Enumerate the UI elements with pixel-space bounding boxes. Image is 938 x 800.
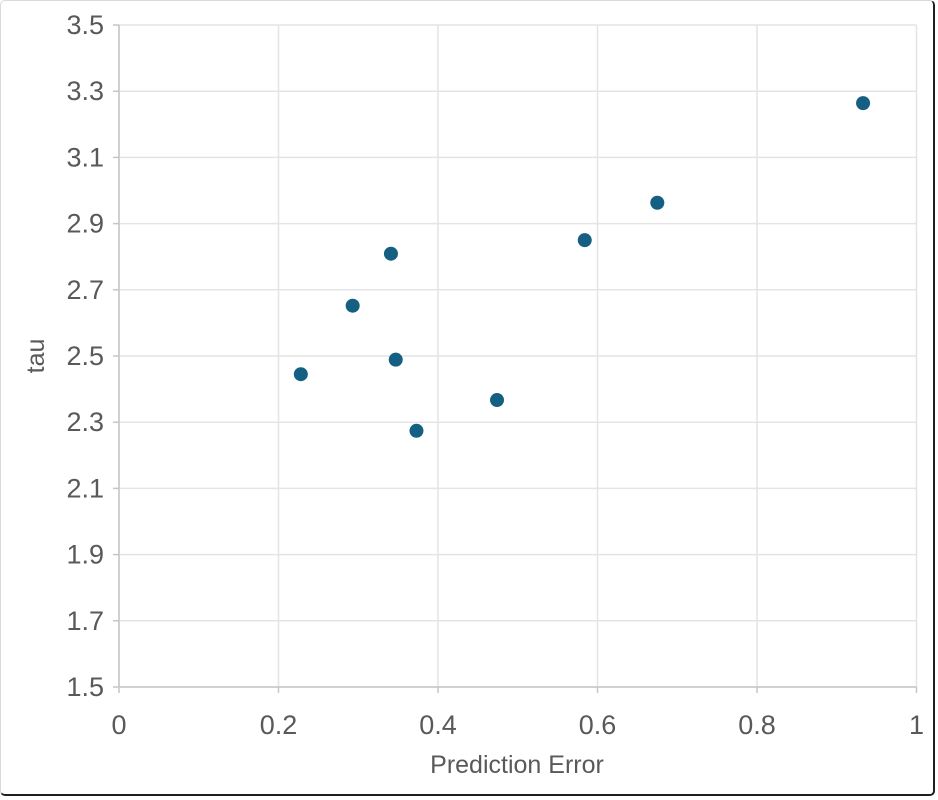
data-point <box>490 393 505 408</box>
y-tick-label: 3.3 <box>66 76 104 106</box>
y-axis-title: tau <box>22 339 50 374</box>
y-tick-label: 3.1 <box>66 142 104 172</box>
y-tick-label: 1.7 <box>66 606 104 636</box>
data-point <box>856 96 871 111</box>
data-points <box>293 96 871 438</box>
x-tick-label: 0.6 <box>579 710 617 740</box>
gridlines <box>118 24 918 688</box>
data-point <box>650 195 665 210</box>
x-tick-label: 0 <box>111 710 126 740</box>
data-point <box>409 423 424 438</box>
data-point <box>345 298 360 313</box>
data-point <box>383 246 398 261</box>
x-tick-label: 0.4 <box>419 710 457 740</box>
y-tick-label: 2.3 <box>66 407 104 437</box>
y-tick-label: 2.1 <box>66 473 104 503</box>
tick-labels: 0 0.2 0.4 0.6 0.8 1 1.5 1.7 1.9 2.1 2.3 2.5 2.7 2.9 3.… <box>66 10 924 740</box>
data-point <box>293 367 308 382</box>
y-tick-label: 1.9 <box>66 540 104 570</box>
x-tick-label: 1 <box>909 710 924 740</box>
x-tick-label: 0.8 <box>738 710 776 740</box>
y-tick-label: 3.5 <box>66 10 104 40</box>
y-tick-label: 1.5 <box>66 672 104 702</box>
y-tick-label: 2.9 <box>66 209 104 239</box>
x-tick-label: 0.2 <box>260 710 298 740</box>
tick-marks <box>113 24 918 693</box>
data-point <box>577 233 592 248</box>
x-axis-title: Prediction Error <box>430 751 604 779</box>
y-tick-label: 2.7 <box>66 275 104 305</box>
y-tick-label: 2.5 <box>66 341 104 371</box>
data-point <box>388 352 403 367</box>
